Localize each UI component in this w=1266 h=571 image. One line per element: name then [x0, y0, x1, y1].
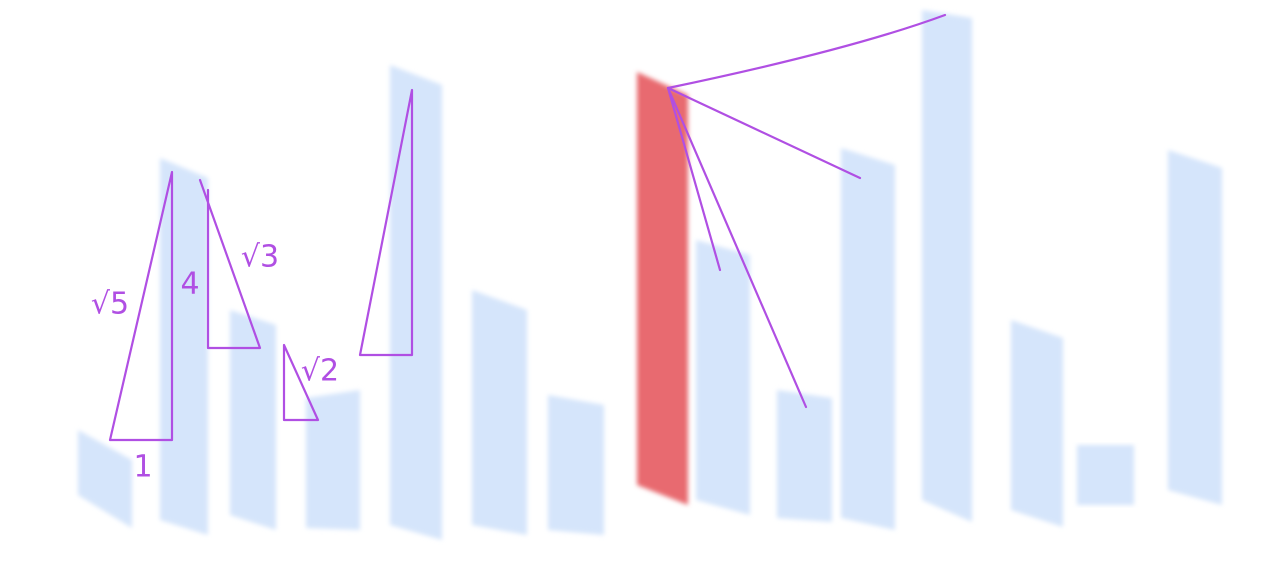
label: 1	[133, 450, 152, 485]
bar	[472, 290, 527, 535]
bar	[696, 240, 750, 515]
label: 4	[180, 267, 199, 302]
triangle	[282, 343, 320, 422]
bar	[160, 158, 208, 535]
triangle	[108, 170, 174, 442]
bar	[78, 430, 132, 528]
label: √2	[301, 354, 339, 389]
bar	[230, 310, 276, 530]
stroke	[666, 86, 862, 180]
bar	[306, 390, 360, 530]
bar	[1011, 320, 1063, 527]
pen-strokes	[108, 13, 947, 442]
triangle	[198, 178, 262, 350]
bar	[841, 148, 895, 530]
label: √5	[91, 287, 129, 322]
highlighted-bar	[637, 72, 688, 505]
stroke	[666, 86, 722, 272]
triangle	[358, 88, 414, 357]
label: √3	[241, 240, 279, 275]
bar	[548, 395, 604, 535]
bar	[777, 390, 832, 522]
stroke	[666, 13, 947, 90]
stroke	[666, 86, 808, 409]
bar	[1077, 445, 1134, 505]
bar	[922, 10, 972, 522]
bars	[78, 10, 1222, 540]
bar	[1168, 150, 1222, 505]
bar	[390, 65, 442, 540]
